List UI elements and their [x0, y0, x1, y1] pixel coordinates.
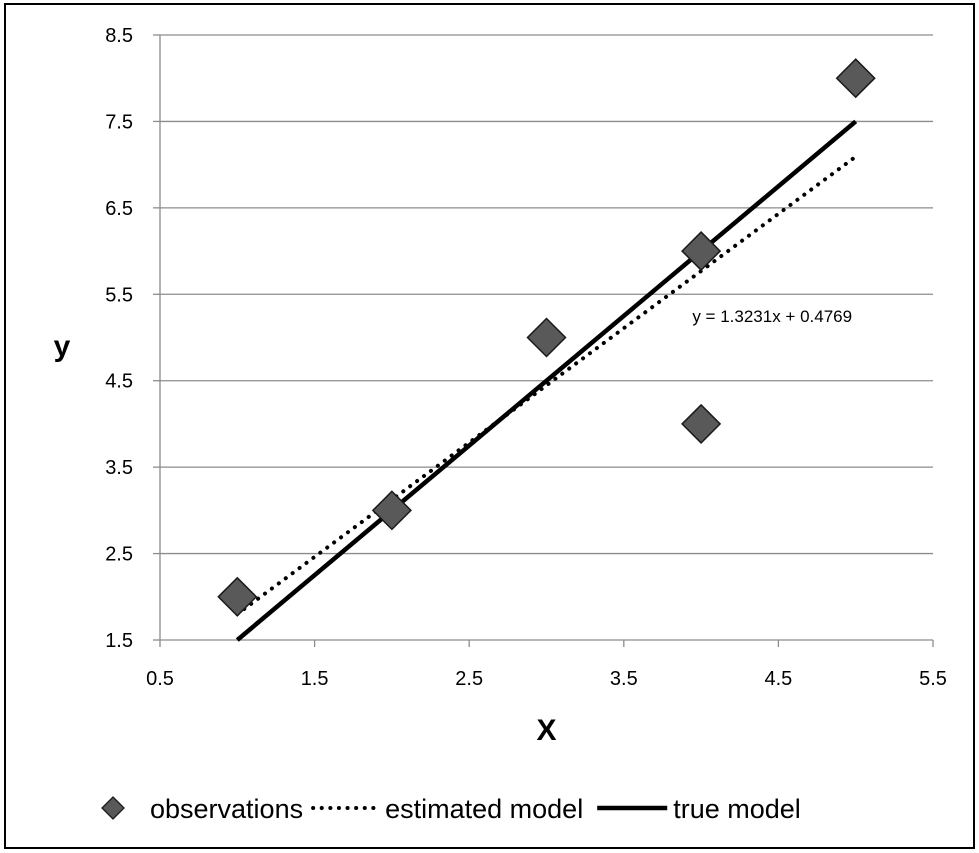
observation-point	[371, 490, 412, 531]
y-axis-title: y	[54, 330, 71, 363]
x-tick-label: 3.5	[610, 668, 638, 690]
y-tick-label: 5.5	[105, 284, 133, 306]
x-tick-label: 2.5	[455, 668, 483, 690]
legend-observations-marker	[101, 796, 125, 820]
observation-point	[681, 403, 722, 444]
tick-labels: 1.5 2.5 3.5 4.5 5.5 6.5 7.5 8.5 0.5 1.5 2.5 3.5 4.5 5…	[105, 25, 947, 690]
observation-point	[681, 231, 722, 272]
legend-label-estimated-model: estimated model	[385, 794, 583, 824]
x-tick-label: 4.5	[764, 668, 792, 690]
legend-label-observations: observations	[150, 794, 303, 824]
x-tick-label: 0.5	[146, 668, 174, 690]
observation-point	[217, 576, 258, 617]
y-tick-label: 2.5	[105, 544, 133, 566]
true-model-line	[235, 119, 858, 642]
y-tick-label: 7.5	[105, 111, 133, 133]
y-tick-label: 4.5	[105, 371, 133, 393]
observation-point	[526, 317, 567, 358]
estimated-model-line	[235, 154, 858, 617]
annotations: y = 1.3231x + 0.4769	[692, 307, 852, 326]
legend: observations estimated model true model	[101, 794, 801, 824]
observation-point	[835, 58, 876, 99]
trendline-equation: y = 1.3231x + 0.4769	[692, 307, 852, 326]
y-tick-label: 1.5	[105, 630, 133, 652]
x-tick-label: 5.5	[919, 668, 947, 690]
y-tick-label: 6.5	[105, 198, 133, 220]
y-tick-label: 8.5	[105, 25, 133, 47]
grid-lines	[160, 34, 933, 555]
y-tick-label: 3.5	[105, 457, 133, 479]
legend-label-true-model: true model	[673, 794, 801, 824]
series-layer	[217, 58, 876, 642]
x-axis-title: X	[536, 714, 556, 747]
axes	[153, 34, 934, 647]
x-tick-label: 1.5	[301, 668, 329, 690]
